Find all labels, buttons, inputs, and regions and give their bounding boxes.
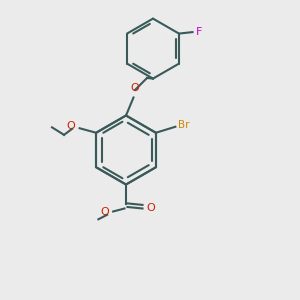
Text: O: O	[130, 83, 140, 93]
Text: O: O	[146, 202, 155, 213]
Text: O: O	[66, 121, 75, 131]
Text: O: O	[101, 207, 110, 218]
Text: Br: Br	[178, 120, 190, 130]
Text: F: F	[196, 27, 203, 37]
